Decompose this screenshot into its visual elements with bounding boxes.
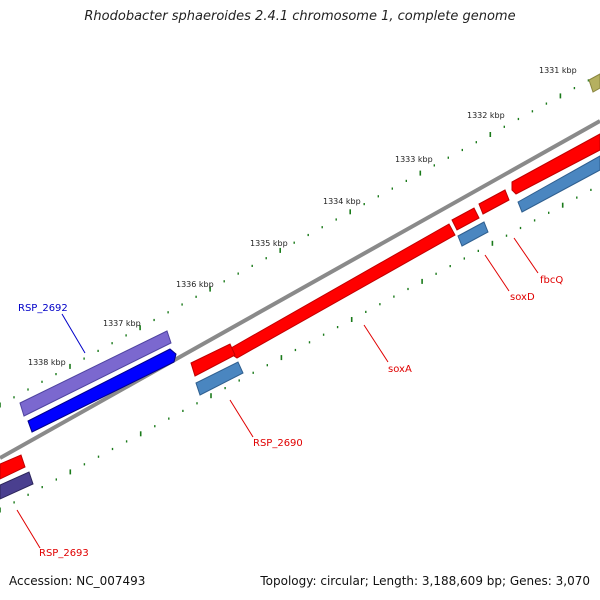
- genome-summary-text: Topology: circular; Length: 3,188,609 bp…: [260, 574, 590, 588]
- leader-soxD: [484, 254, 510, 292]
- gene-feature-soxD: [451, 207, 480, 231]
- gene-feature-blue: [27, 348, 177, 433]
- scale-label-1333: 1333 kbp: [395, 155, 433, 164]
- map-title: Rhodobacter sphaeroides 2.4.1 chromosome…: [84, 9, 516, 24]
- gene-feature-fbcQ-lower: [517, 155, 600, 213]
- label-leaders: [16, 237, 539, 549]
- scale-label-1337: 1337 kbp: [103, 319, 141, 328]
- gene-feature-RSP_2690-red: [190, 343, 236, 377]
- gene-feature-RSP_2692: [19, 330, 172, 417]
- gene-label-RSP_2693: RSP_2693: [39, 548, 89, 559]
- scale-label-1334: 1334 kbp: [323, 197, 361, 206]
- gene-label-soxA: soxA: [388, 364, 412, 375]
- gene-feature-olive: [588, 73, 600, 93]
- scale-label-1331: 1331 kbp: [539, 66, 577, 75]
- scale-label-1332: 1332 kbp: [467, 111, 505, 120]
- gene-labels: fbcQ soxD soxA RSP_2690 RSP_2692 RSP_269…: [18, 275, 563, 559]
- accession-text: Accession: NC_007493: [9, 574, 146, 588]
- scale-label-1338: 1338 kbp: [28, 358, 66, 367]
- gene-label-RSP_2690: RSP_2690: [253, 438, 303, 449]
- scale-label-1335: 1335 kbp: [250, 239, 288, 248]
- gene-feature-RSP_2690-lower: [195, 361, 244, 396]
- gene-label-soxD: soxD: [510, 292, 535, 303]
- leader-RSP_2693: [16, 509, 41, 549]
- reverse-features: [0, 155, 600, 500]
- scale-ticks-lower: [0, 188, 592, 513]
- gene-feature-fbcQ: [511, 133, 600, 195]
- scale-labels: 1331 kbp 1332 kbp 1333 kbp 1334 kbp 1335…: [28, 66, 577, 367]
- chromosome-backbone: [0, 119, 600, 460]
- gene-feature-RSP_2693-lower: [0, 471, 34, 500]
- leader-soxA: [363, 324, 389, 363]
- forward-features: [0, 73, 600, 480]
- gene-label-RSP_2692: RSP_2692: [18, 303, 68, 314]
- gene-label-fbcQ: fbcQ: [540, 275, 563, 286]
- gene-feature-soxD-upper: [478, 189, 510, 215]
- leader-RSP_2690: [229, 399, 254, 438]
- scale-ticks-upper: [0, 79, 590, 408]
- leader-RSP_2692: [61, 313, 86, 354]
- gene-feature-RSP_2693-red: [0, 454, 26, 480]
- gene-feature-soxD-lower: [457, 221, 489, 247]
- leader-fbcQ: [513, 237, 539, 274]
- scale-label-1336: 1336 kbp: [176, 280, 214, 289]
